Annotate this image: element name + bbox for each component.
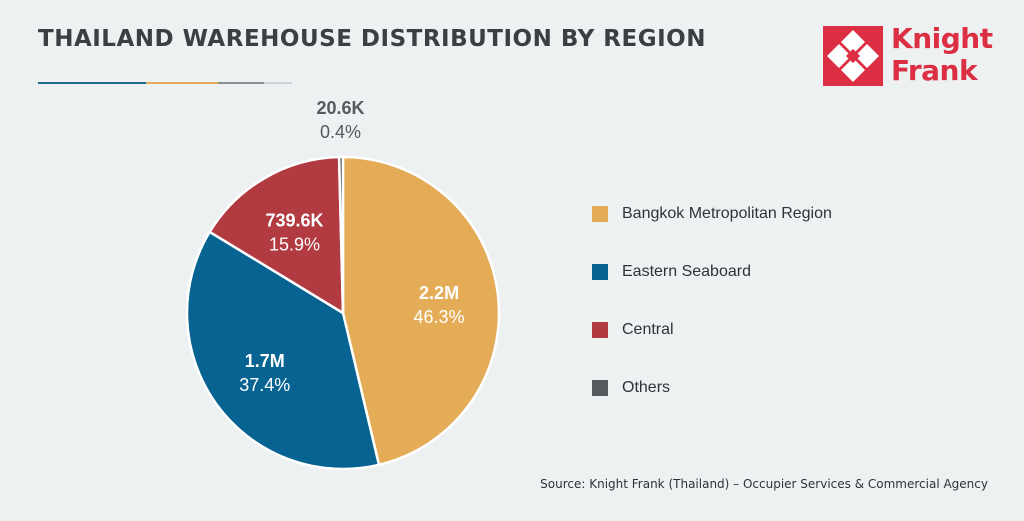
legend-label: Eastern Seaboard xyxy=(622,263,751,280)
legend-item-eastern-seaboard: Eastern Seaboard xyxy=(592,263,751,281)
legend-swatch xyxy=(592,264,608,280)
pie-slice-bangkok-metropolitan-region xyxy=(341,155,501,467)
legend-label: Others xyxy=(622,379,671,396)
pie-slice-others xyxy=(337,155,345,314)
knight-frank-logo: Knight Frank xyxy=(823,22,993,90)
slice-percent-label: 15.9% xyxy=(269,234,320,254)
title-underline xyxy=(38,82,292,84)
logo-word-knight: Knight xyxy=(891,22,993,55)
slice-value-label: 2.2M xyxy=(419,283,459,303)
slice-value-label: 1.7M xyxy=(245,351,285,371)
slice-value-label: 20.6K xyxy=(317,98,365,118)
title-underline-segment xyxy=(38,82,146,84)
chart-title: THAILAND WAREHOUSE DISTRIBUTION BY REGIO… xyxy=(38,26,706,52)
legend-swatch xyxy=(592,322,608,338)
logo-word-frank: Frank xyxy=(891,54,978,87)
legend-item-others: Others xyxy=(592,379,670,397)
slice-percent-label: 46.3% xyxy=(414,307,465,327)
slice-value-label: 739.6K xyxy=(266,210,324,230)
pie-slice-eastern-seaboard xyxy=(185,230,381,471)
legend-swatch xyxy=(592,380,608,396)
legend-label: Central xyxy=(622,321,674,338)
legend-item-central: Central xyxy=(592,321,674,339)
title-underline-segment xyxy=(218,82,264,84)
legend-item-bangkok-metropolitan-region: Bangkok Metropolitan Region xyxy=(592,205,832,223)
legend-label: Bangkok Metropolitan Region xyxy=(622,205,832,222)
slice-percent-label: 37.4% xyxy=(239,375,290,395)
source-note: Source: Knight Frank (Thailand) – Occupi… xyxy=(540,477,988,491)
logo-mark-icon xyxy=(823,26,883,86)
slice-percent-label: 0.4% xyxy=(320,122,361,142)
title-underline-segment xyxy=(264,82,292,84)
pie-slice-central xyxy=(208,155,345,316)
legend-swatch xyxy=(592,206,608,222)
title-underline-segment xyxy=(146,82,218,84)
